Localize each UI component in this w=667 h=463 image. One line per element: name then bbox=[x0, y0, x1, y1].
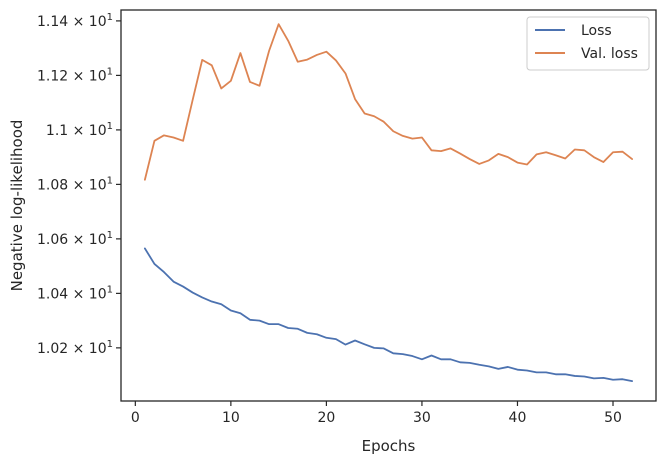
plot-frame bbox=[120, 9, 657, 402]
y-tick-label: 1.06 × 101 bbox=[37, 230, 113, 248]
y-tick-label: 1.08 × 101 bbox=[37, 175, 113, 193]
y-tick-label: 1.04 × 101 bbox=[37, 284, 113, 302]
series-line-val-loss bbox=[143, 23, 634, 181]
y-tick-label: 1.14 × 101 bbox=[37, 12, 113, 30]
legend-label-val-loss: Val. loss bbox=[581, 46, 638, 62]
x-tick-label: 40 bbox=[509, 410, 527, 426]
series-line-loss bbox=[143, 247, 634, 383]
y-axis-label: Negative log-likelihood bbox=[8, 120, 26, 292]
plot-lines bbox=[143, 23, 634, 383]
y-axis-ticks: 1.02 × 101 1.04 × 101 1.06 × 101 1.08 × 101… bbox=[37, 12, 121, 357]
x-axis-ticks: 0 10 20 30 40 50 bbox=[131, 401, 622, 426]
legend-label-loss: Loss bbox=[581, 23, 612, 39]
x-axis-label: Epochs bbox=[362, 437, 416, 455]
y-tick-label: 1.12 × 101 bbox=[37, 66, 113, 84]
x-tick-label: 50 bbox=[604, 410, 622, 426]
x-tick-label: 10 bbox=[222, 410, 240, 426]
x-tick-label: 20 bbox=[317, 410, 335, 426]
y-tick-label: 1.1 × 101 bbox=[46, 121, 113, 139]
y-tick-label: 1.02 × 101 bbox=[37, 339, 113, 357]
legend: Loss Val. loss bbox=[526, 16, 650, 71]
x-tick-label: 30 bbox=[413, 410, 431, 426]
x-tick-label: 0 bbox=[131, 410, 140, 426]
